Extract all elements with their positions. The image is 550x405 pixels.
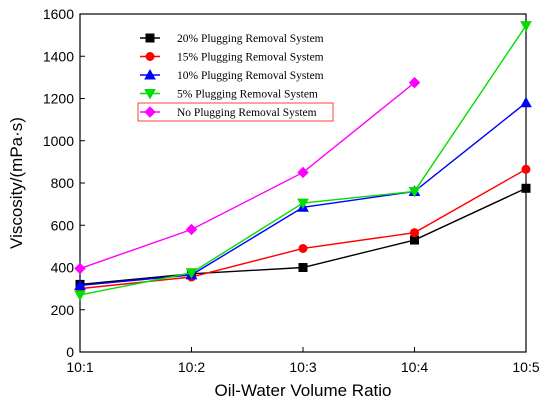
y-tick-label: 1600 [43,6,74,22]
data-point [297,166,309,179]
data-point [298,263,308,272]
data-point [408,186,421,198]
series-layer [74,21,532,301]
data-point [520,21,532,32]
data-point [74,262,86,275]
legend-label: 15% Plugging Removal System [177,52,324,64]
y-tick-label: 1200 [43,91,74,107]
data-point [410,228,419,238]
y-axis: 0 200 400 600 800 1000 1200 1400 1600 [43,6,85,360]
data-point [520,96,532,108]
series-line [79,25,527,296]
series-line [79,82,415,270]
x-tick-label: 10:4 [401,359,428,375]
x-tick-label: 10:1 [66,359,93,375]
legend: 20% Plugging Removal System 15% Plugging … [137,33,334,122]
data-point [521,183,531,193]
y-tick-label: 800 [51,175,75,191]
data-point [410,235,419,245]
series-5 [74,76,421,275]
series-2 [75,164,531,294]
data-point [521,164,531,174]
x-tick-label: 10:3 [289,359,316,375]
x-axis-title: Oil-Water Volume Ratio [215,381,392,400]
data-point [74,279,86,290]
legend-highlight-box [137,102,334,122]
legend-marker [145,33,155,43]
legend-marker [144,89,156,100]
y-tick-label: 1400 [43,48,74,64]
y-tick-label: 0 [66,344,74,360]
data-point [297,198,309,210]
legend-label: 5% Plugging Removal System [177,89,318,101]
series-4 [74,21,532,301]
data-point [408,76,421,89]
legend-marker [144,106,156,118]
y-tick-label: 600 [51,217,75,233]
x-tick-label: 10:2 [178,359,205,375]
y-tick-label: 400 [51,260,75,276]
legend-marker [144,68,156,80]
y-axis-title: Viscosity/(mPa·s) [7,117,26,249]
legend-label: No Plugging Removal System [177,107,317,119]
x-tick-label: 10:5 [512,359,539,375]
series-line [79,102,527,287]
data-point [185,268,198,279]
legend-label: 10% Plugging Removal System [177,70,324,82]
data-point [298,243,308,253]
y-tick-label: 200 [51,302,75,318]
legend-label: 20% Plugging Removal System [177,33,324,45]
plot-frame [79,13,527,353]
data-point [185,223,198,236]
y-tick-label: 1000 [43,133,74,149]
series-3 [74,96,532,290]
legend-marker [145,52,155,61]
x-axis: 10:1 10:2 10:3 10:4 10:5 [66,347,540,375]
data-point [74,290,86,301]
